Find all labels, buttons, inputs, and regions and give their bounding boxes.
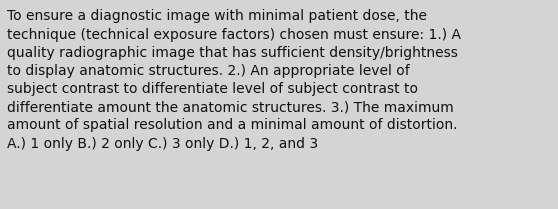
Text: To ensure a diagnostic image with minimal patient dose, the
technique (technical: To ensure a diagnostic image with minima… — [7, 9, 461, 151]
